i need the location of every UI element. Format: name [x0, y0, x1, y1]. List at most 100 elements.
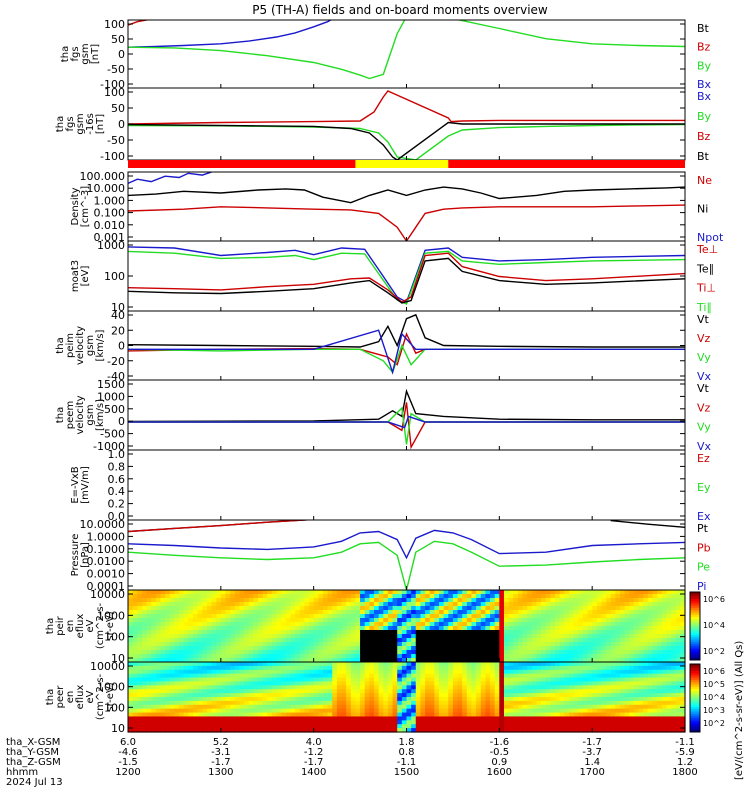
panel-bfgs: 100 50 0 -50 -100 tha fgs gsm [nT] Bt Bz By Bx [60, 18, 712, 91]
series-line-Npot [128, 172, 212, 185]
y-tick-label: 0.100 [94, 207, 126, 220]
legend-entry: Ex [697, 510, 711, 523]
legend-entry: Bz [697, 41, 711, 54]
legend-entry: Ti⊥ [696, 282, 716, 295]
y-tick-label: 1.0 [108, 448, 126, 461]
y-axis-label-line: (cm^2-s- [95, 602, 106, 649]
series-group [128, 388, 685, 450]
y-tick-label: -100 [100, 150, 125, 163]
y-tick-label: 500 [104, 403, 125, 416]
y-tick-label: 10.0000 [80, 518, 126, 531]
x-row-value: 1500 [394, 767, 419, 778]
y-axis-label-line: gsm [75, 113, 86, 134]
series-line-Bz [128, 90, 685, 125]
y-tick-label: 1000 [97, 609, 125, 622]
y-tick-label: -50 [107, 63, 125, 76]
y-axis-label-line: [nT] [90, 44, 101, 64]
y-axis-label-line: [nPa] [80, 542, 91, 568]
y-axis-label-line: eflux [75, 685, 86, 710]
colorbar-tick-label: 10^6 [703, 667, 725, 676]
x-row-value: 1.4 [584, 757, 600, 768]
series-line-Bt [128, 121, 685, 160]
y-tick-label: 10 [111, 301, 125, 314]
y-tick-label: -20 [107, 355, 125, 368]
legend-entry: By [697, 59, 712, 72]
series-line-Vt [128, 388, 685, 423]
legend-entry: Npot [697, 231, 724, 244]
series-group [128, 20, 685, 80]
y-tick-label: -40 [107, 370, 125, 383]
legend-entry: Vt [697, 382, 710, 395]
x-row-value: 1700 [579, 767, 604, 778]
x-row-value: 4.0 [306, 737, 322, 748]
y-axis-label-line: gsm [85, 404, 96, 425]
y-axis-label-line: eflux [75, 614, 86, 639]
legend-entry: Ti∥ [696, 301, 712, 314]
x-row-value: -4.6 [118, 747, 138, 758]
series-line-Vx [128, 415, 685, 429]
colorbar-tick-label: 10^3 [703, 706, 725, 715]
legend-entry: Te⊥ [696, 243, 718, 256]
panel-density: 100.00010.0001.0000.1000.0100.001Density… [70, 170, 724, 244]
y-axis-label-line: peim [65, 333, 76, 358]
series-line-Ti∥ [128, 250, 685, 305]
y-axis-label: tha peer en eflux eV (cm^2-s-sr-eV) [45, 673, 116, 720]
series-line-By [128, 20, 685, 80]
x-date-label: 2024 Jul 13 [6, 777, 63, 788]
y-tick-label: 0 [118, 118, 125, 131]
colorbar-tick-label: 10^6 [703, 595, 725, 604]
legend-entry: Vz [697, 401, 711, 414]
y-axis-label-line: en [65, 620, 76, 633]
colorbar: 10^6 10^4 10^2 10^6 10^5 10^4 10^3 10^2 [eV/(cm^… [689, 591, 745, 780]
series-line-Pe [128, 540, 685, 590]
x-row-value: 1600 [487, 767, 512, 778]
y-axis-label: tha fgs gsm -16s [nT] [55, 113, 106, 135]
y-tick-label: 10000 [90, 588, 125, 601]
mode-bar-segment [448, 160, 685, 168]
x-row-value: -1.7 [582, 737, 602, 748]
series-line-Bz [128, 20, 151, 26]
series-line-Bx [128, 20, 333, 48]
y-axis-label-line: gsm [80, 43, 91, 64]
legend-entry: Pi [697, 580, 706, 593]
x-row-label: tha_Z-GSM [6, 757, 61, 768]
y-axis-label-line: [km/s] [95, 399, 106, 431]
y-axis-label-line: en [65, 691, 76, 704]
y-tick-label: 0.8 [108, 460, 126, 473]
heatmap-cells [128, 662, 686, 733]
y-tick-label: 0 [118, 340, 125, 353]
y-tick-label: 20 [111, 324, 125, 337]
series-line-Te∥ [128, 257, 685, 304]
legend-entry: Te∥ [696, 262, 714, 275]
y-axis-label-line: tha [60, 46, 71, 62]
y-tick-label: -100 [100, 78, 125, 91]
x-row-value: -3.1 [211, 747, 231, 758]
y-tick-label: 0.0100 [87, 555, 126, 568]
y-axis-label-line: Pressure [70, 534, 81, 577]
legend-entry: Vx [697, 440, 712, 453]
y-axis-label-line: -16s [85, 113, 96, 135]
y-axis-label-line: fgs [70, 46, 81, 61]
legend-entry: Ez [697, 452, 710, 465]
x-row-value: 6.0 [120, 737, 136, 748]
y-tick-label: 100 [104, 18, 125, 31]
series-line-Vt [128, 313, 685, 348]
legend-entry: Ne [697, 174, 712, 187]
x-row-value: -1.6 [490, 737, 510, 748]
legend-entry: Ni [697, 203, 708, 216]
legend-entry: Bt [697, 150, 710, 163]
y-axis-label-line: fgs [65, 116, 76, 131]
y-axis-label-line: tha [45, 618, 56, 634]
series-group [128, 313, 685, 375]
y-axis-label-line: tha [55, 337, 66, 353]
x-row-value: -1.1 [397, 757, 417, 768]
y-axis-label: tha fgs gsm [nT] [60, 43, 101, 64]
panel-frame [127, 519, 686, 591]
legend-entry: Vy [697, 421, 711, 434]
x-row-value: -1.1 [675, 737, 695, 748]
y-tick-label: 0.6 [108, 473, 126, 486]
legend-entry: Pe [697, 561, 710, 574]
